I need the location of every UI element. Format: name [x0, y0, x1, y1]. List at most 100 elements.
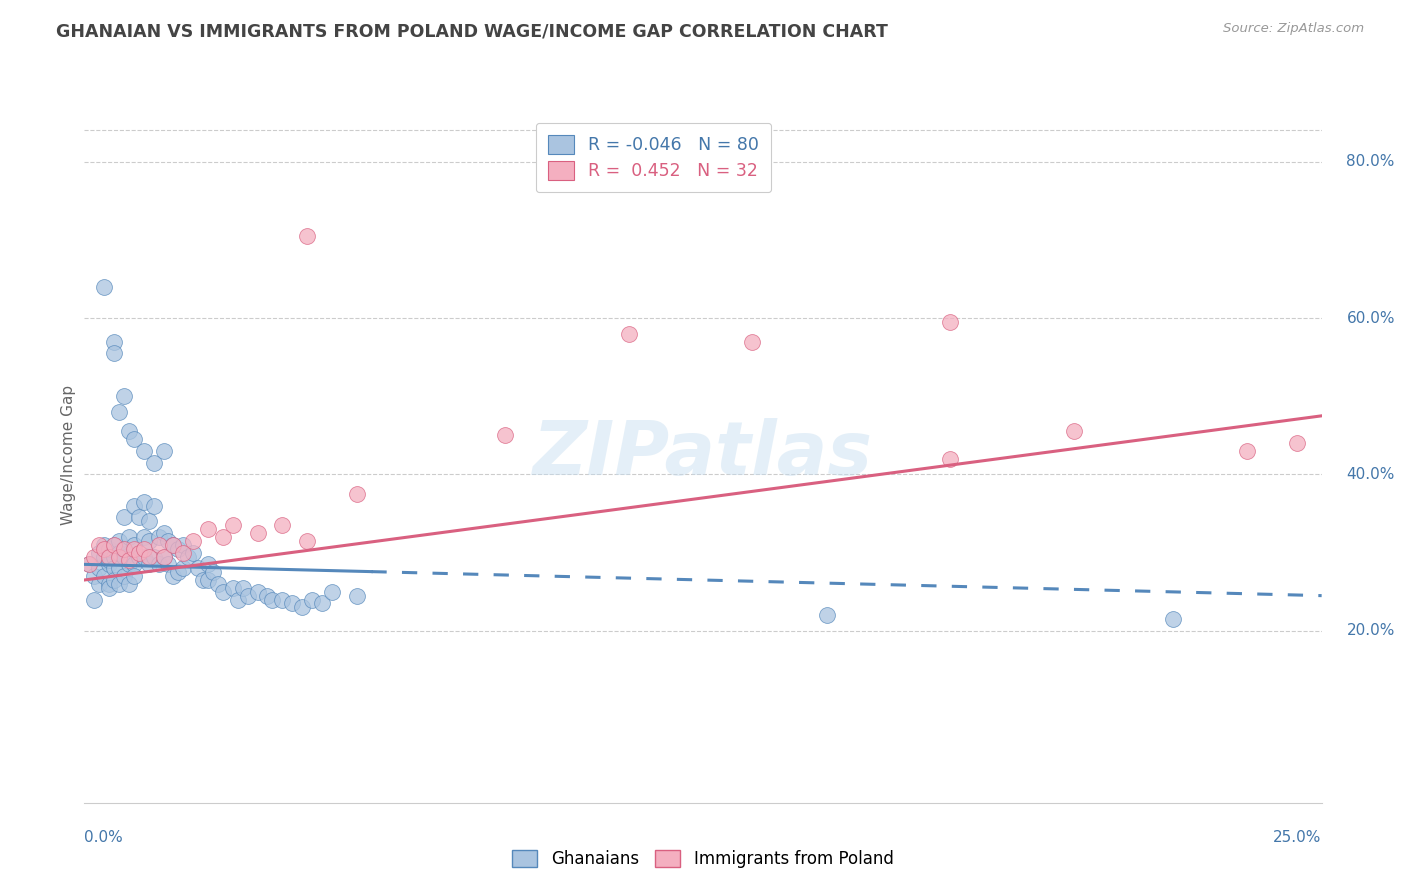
- Point: [108, 533, 131, 548]
- Point: [93, 538, 115, 552]
- Point: [246, 526, 269, 541]
- Y-axis label: Wage/Income Gap: Wage/Income Gap: [60, 384, 76, 525]
- Point: [108, 549, 131, 564]
- Point: [103, 334, 125, 349]
- Point: [122, 499, 145, 513]
- Point: [281, 597, 304, 611]
- Point: [93, 569, 115, 583]
- Point: [98, 581, 121, 595]
- Text: 40.0%: 40.0%: [1347, 467, 1395, 482]
- Point: [152, 526, 174, 541]
- Point: [98, 549, 121, 564]
- Text: 60.0%: 60.0%: [1347, 310, 1395, 326]
- Point: [1063, 425, 1085, 439]
- Point: [93, 280, 115, 294]
- Point: [321, 584, 343, 599]
- Point: [291, 600, 314, 615]
- Point: [108, 546, 131, 560]
- Point: [246, 584, 269, 599]
- Point: [112, 541, 135, 556]
- Point: [128, 549, 150, 564]
- Point: [83, 592, 105, 607]
- Point: [103, 346, 125, 360]
- Point: [1236, 444, 1258, 458]
- Point: [157, 533, 180, 548]
- Point: [222, 581, 245, 595]
- Point: [138, 558, 160, 572]
- Point: [79, 558, 101, 572]
- Point: [118, 558, 141, 572]
- Legend: Ghanaians, Immigrants from Poland: Ghanaians, Immigrants from Poland: [506, 843, 900, 875]
- Text: ZIPatlas: ZIPatlas: [533, 418, 873, 491]
- Point: [256, 589, 278, 603]
- Point: [167, 565, 190, 579]
- Point: [162, 538, 184, 552]
- Point: [172, 546, 194, 560]
- Point: [142, 549, 165, 564]
- Point: [212, 584, 235, 599]
- Point: [132, 444, 155, 458]
- Point: [118, 425, 141, 439]
- Point: [79, 558, 101, 572]
- Text: Source: ZipAtlas.com: Source: ZipAtlas.com: [1223, 22, 1364, 36]
- Point: [148, 558, 170, 572]
- Point: [191, 573, 214, 587]
- Point: [128, 546, 150, 560]
- Point: [132, 530, 155, 544]
- Text: 0.0%: 0.0%: [84, 830, 124, 845]
- Point: [122, 558, 145, 572]
- Point: [83, 549, 105, 564]
- Point: [112, 510, 135, 524]
- Point: [89, 561, 111, 575]
- Point: [112, 569, 135, 583]
- Point: [148, 538, 170, 552]
- Point: [939, 451, 962, 466]
- Point: [118, 530, 141, 544]
- Point: [262, 592, 284, 607]
- Text: 20.0%: 20.0%: [1347, 624, 1395, 639]
- Text: GHANAIAN VS IMMIGRANTS FROM POLAND WAGE/INCOME GAP CORRELATION CHART: GHANAIAN VS IMMIGRANTS FROM POLAND WAGE/…: [56, 22, 889, 40]
- Point: [103, 549, 125, 564]
- Point: [138, 533, 160, 548]
- Point: [197, 522, 219, 536]
- Point: [187, 561, 209, 575]
- Point: [1161, 612, 1184, 626]
- Point: [311, 597, 333, 611]
- Point: [939, 315, 962, 329]
- Point: [138, 514, 160, 528]
- Point: [162, 569, 184, 583]
- Point: [172, 561, 194, 575]
- Point: [89, 546, 111, 560]
- Point: [122, 538, 145, 552]
- Point: [152, 549, 174, 564]
- Point: [494, 428, 516, 442]
- Point: [226, 592, 249, 607]
- Point: [122, 541, 145, 556]
- Legend: R = -0.046   N = 80, R =  0.452   N = 32: R = -0.046 N = 80, R = 0.452 N = 32: [536, 123, 770, 193]
- Point: [232, 581, 254, 595]
- Point: [118, 577, 141, 591]
- Point: [122, 432, 145, 446]
- Point: [108, 577, 131, 591]
- Point: [162, 538, 184, 552]
- Point: [98, 577, 121, 591]
- Point: [295, 533, 318, 548]
- Text: 25.0%: 25.0%: [1274, 830, 1322, 845]
- Point: [346, 487, 368, 501]
- Point: [197, 573, 219, 587]
- Point: [132, 549, 155, 564]
- Point: [112, 389, 135, 403]
- Point: [295, 229, 318, 244]
- Point: [157, 558, 180, 572]
- Point: [132, 495, 155, 509]
- Point: [197, 558, 219, 572]
- Point: [128, 510, 150, 524]
- Point: [741, 334, 763, 349]
- Point: [271, 518, 294, 533]
- Point: [138, 549, 160, 564]
- Point: [617, 326, 640, 341]
- Point: [202, 565, 225, 579]
- Point: [103, 538, 125, 552]
- Point: [301, 592, 323, 607]
- Point: [142, 499, 165, 513]
